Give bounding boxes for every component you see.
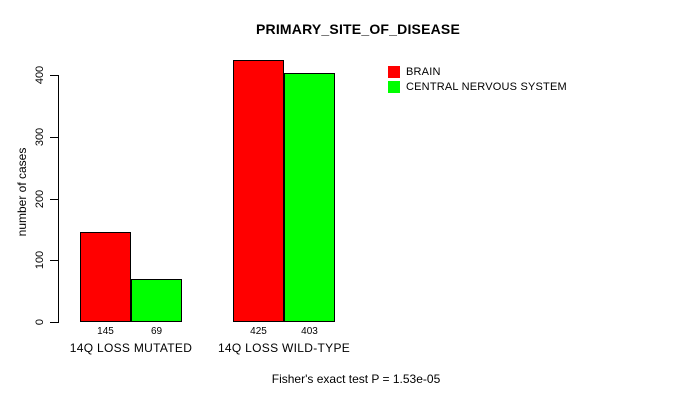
y-tick-label: 300 (34, 127, 46, 146)
legend: BRAIN CENTRAL NERVOUS SYSTEM (388, 64, 567, 94)
legend-label-central-nervous-system: CENTRAL NERVOUS SYSTEM (406, 80, 567, 93)
y-tick (50, 136, 58, 138)
y-tick-label: 100 (34, 251, 46, 270)
bar-brain-14q-loss-mutated (80, 232, 131, 322)
y-tick-label: 0 (34, 318, 46, 326)
y-axis-label: number of cases (15, 147, 29, 237)
bar-value-label: 69 (150, 326, 163, 337)
bar-brain-14q-loss-wild-type (233, 59, 284, 322)
bar-value-label: 425 (250, 326, 267, 337)
bar-central-nervous-system-14q-loss-wild-type (284, 73, 335, 322)
bar-value-label: 403 (301, 326, 318, 337)
chart-title: PRIMARY_SITE_OF_DISEASE (255, 21, 461, 37)
y-tick-label: 200 (34, 189, 46, 208)
category-label-14q-loss-wild-type: 14Q LOSS WILD-TYPE (217, 341, 351, 355)
fisher-test-annotation: Fisher's exact test P = 1.53e-05 (271, 372, 441, 386)
y-axis-line (58, 75, 59, 323)
legend-item-central-nervous-system: CENTRAL NERVOUS SYSTEM (388, 79, 567, 94)
legend-swatch-brain (388, 65, 400, 78)
legend-item-brain: BRAIN (388, 64, 567, 79)
bar-central-nervous-system-14q-loss-mutated (131, 279, 182, 322)
legend-label-brain: BRAIN (406, 65, 441, 78)
y-tick (50, 198, 58, 200)
category-label-14q-loss-mutated: 14Q LOSS MUTATED (69, 341, 193, 355)
bar-value-label: 145 (97, 326, 114, 337)
legend-swatch-central-nervous-system (388, 80, 400, 93)
y-tick (50, 75, 58, 76)
y-tick-label: 400 (34, 65, 46, 85)
y-tick (50, 322, 58, 323)
y-tick (50, 260, 58, 262)
